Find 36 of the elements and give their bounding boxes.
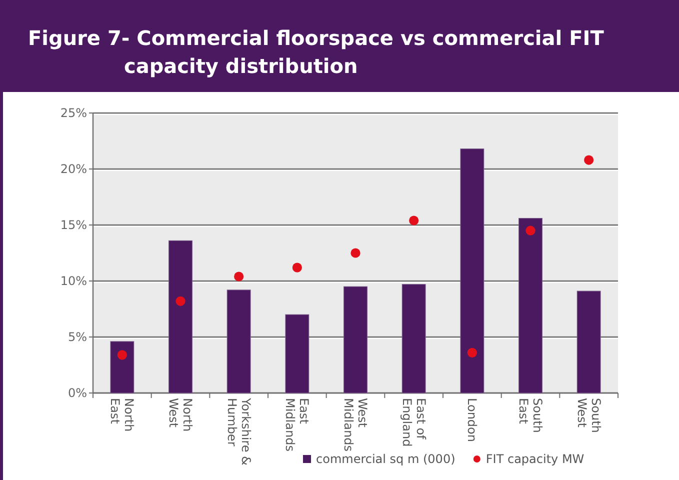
point — [234, 272, 244, 282]
y-tick-label: 0% — [68, 386, 87, 400]
x-tick-label: North West — [166, 398, 194, 432]
point — [292, 262, 302, 272]
x-tick-label: East of England — [400, 398, 428, 447]
bar — [168, 240, 192, 394]
x-tick-label: London — [465, 398, 480, 442]
bar — [110, 341, 134, 394]
bar — [226, 290, 251, 394]
y-tick-label: 25% — [60, 106, 87, 120]
bar — [460, 148, 484, 394]
bar — [402, 284, 426, 394]
x-tick-label: East Midlands — [283, 398, 312, 452]
point — [467, 348, 477, 358]
point — [117, 350, 127, 360]
x-tick-label: West Midlands — [342, 398, 370, 452]
x-tick-label: South West — [574, 398, 603, 433]
y-tick-label: 20% — [60, 162, 87, 176]
x-tick-label: South East — [516, 398, 544, 433]
bar — [344, 286, 368, 394]
bar — [518, 218, 542, 394]
y-tick-label: 15% — [60, 218, 87, 232]
point — [350, 248, 360, 258]
point — [176, 296, 186, 306]
legend-label: commercial sq m (000) — [316, 452, 456, 466]
x-tick-label: Yorkshire & Humber — [224, 397, 253, 466]
bar — [576, 290, 601, 394]
point — [526, 226, 536, 236]
point — [409, 216, 419, 226]
point — [584, 155, 594, 165]
bar — [285, 314, 310, 394]
legend-label: FIT capacity MW — [486, 452, 584, 466]
x-tick-label: North East — [108, 398, 136, 432]
y-tick-label: 10% — [60, 274, 87, 288]
y-tick-label: 5% — [68, 330, 87, 344]
chart-title: Figure 7- Commercial floorspace vs commercial FIT capacity distribution — [28, 26, 604, 78]
